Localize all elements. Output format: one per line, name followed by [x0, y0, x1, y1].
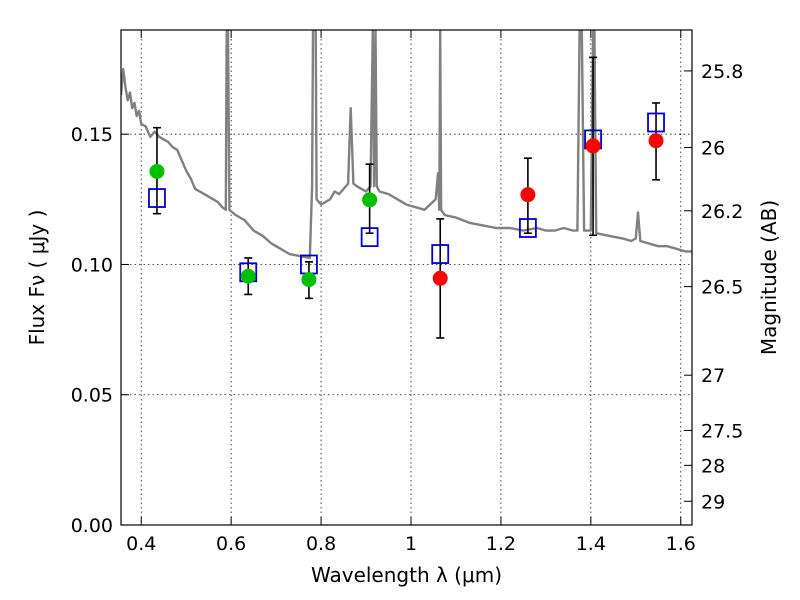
right-axis-label: Magnitude (AB) — [757, 200, 781, 355]
right-tick-label: 29 — [701, 491, 725, 513]
right-tick-label: 26.5 — [701, 277, 743, 299]
grid — [121, 30, 692, 526]
right-tick-label: 27 — [701, 365, 725, 387]
square-marker — [518, 218, 537, 238]
x-axis-label: Wavelength λ (μm) — [311, 563, 502, 587]
circle-marker — [362, 192, 378, 208]
circle-marker — [149, 163, 165, 179]
y-tick-label: 0.05 — [71, 385, 113, 407]
plot-frame — [120, 29, 693, 526]
x-tick-label: 1.6 — [666, 533, 696, 555]
x-tick-label: 1.4 — [576, 533, 606, 555]
square-marker — [148, 188, 166, 208]
y-tick-label: 0.00 — [71, 515, 113, 537]
data-points — [148, 112, 665, 288]
x-tick-label: 0.6 — [216, 533, 246, 555]
circle-marker — [432, 270, 448, 286]
circle-marker — [301, 272, 317, 288]
circle-marker — [240, 268, 256, 284]
x-tick-label: 1 — [405, 533, 417, 555]
model-spectrum-line — [121, 30, 692, 260]
y-tick-label: 0.10 — [71, 254, 113, 276]
circle-marker — [648, 133, 664, 149]
x-tick-label: 0.8 — [306, 533, 336, 555]
spectrum-layer — [121, 30, 692, 260]
right-tick-label: 28 — [701, 455, 725, 477]
x-tick-label: 1.2 — [486, 533, 516, 555]
circle-marker — [520, 187, 536, 203]
right-tick-label: 26 — [701, 137, 725, 159]
right-tick-label: 25.8 — [701, 61, 743, 83]
circle-marker — [585, 138, 601, 154]
right-tick-label: 27.5 — [701, 420, 743, 442]
square-marker — [360, 227, 379, 248]
y-axis-label: Flux Fν ( μJy ) — [25, 210, 49, 346]
square-marker — [431, 244, 450, 264]
x-tick-label: 0.4 — [126, 533, 156, 555]
y-tick-label: 0.15 — [71, 124, 113, 146]
ticks: 0.4 0.6 0.8 1 1.2 1.4 1.6 0.00 0.05 0.10 0.15 25.8 2… — [71, 30, 743, 555]
right-tick-label: 26.2 — [701, 201, 743, 223]
square-marker — [647, 112, 665, 133]
